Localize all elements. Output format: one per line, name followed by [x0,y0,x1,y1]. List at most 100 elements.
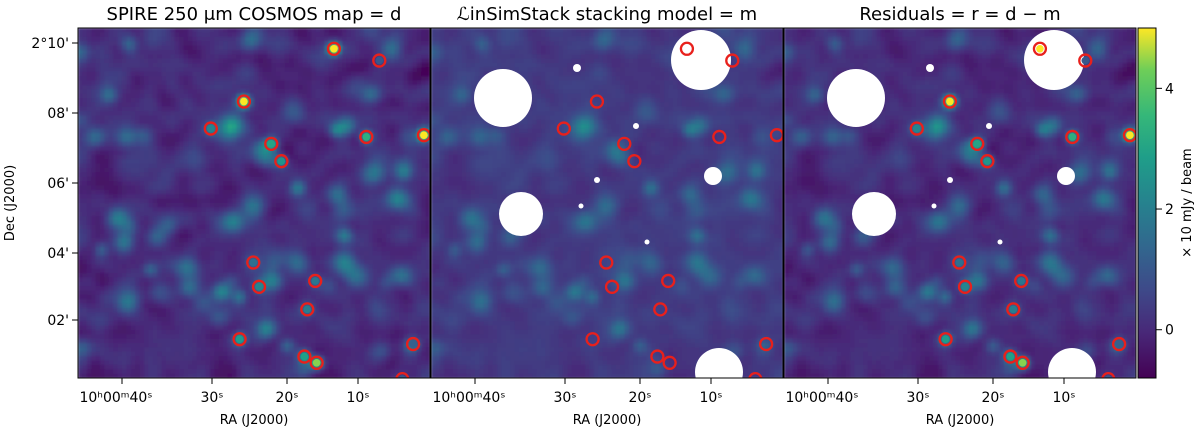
heatmap-cell [245,286,251,292]
heatmap-cell [196,238,202,243]
heatmap-cell [355,238,361,243]
heatmap-cell [122,290,127,296]
heatmap-cell [258,63,264,68]
heatmap-cell [139,124,145,130]
heatmap-cell [267,264,273,270]
heatmap-cell [262,111,268,117]
heatmap-cell [350,176,356,182]
heatmap-cell [386,273,391,278]
heatmap-cell [135,290,141,296]
heatmap-cell [78,189,83,195]
heatmap-cell [408,168,413,173]
heatmap-cell [403,198,409,204]
heatmap-cell [174,124,180,130]
heatmap-cell [381,233,387,239]
heatmap-cell [188,159,193,165]
heatmap-cell [276,71,281,77]
heatmap-cell [232,54,237,60]
heatmap-cell [170,211,176,217]
heatmap-cell [280,181,286,187]
heatmap-cell [188,163,193,169]
heatmap-cell [108,251,114,257]
heatmap-cell [108,141,114,147]
heatmap-cell [78,194,83,200]
heatmap-cell [421,246,427,252]
heatmap-cell [232,146,237,152]
heatmap-cell [113,76,119,82]
heatmap-cell [139,102,145,108]
heatmap-cell [157,194,163,200]
heatmap-cell [377,207,383,213]
heatmap-cell [399,49,405,55]
heatmap-cell [293,286,299,292]
heatmap-cell [337,137,343,143]
heatmap-cell [196,45,202,51]
heatmap-cell [355,189,361,195]
heatmap-cell [152,89,158,95]
heatmap-cell [144,242,149,248]
heatmap-cell [386,185,391,191]
heatmap-cell [201,41,207,47]
heatmap-cell [223,115,229,121]
heatmap-cell [350,133,356,138]
heatmap-cell [139,207,145,213]
heatmap-cell [174,259,180,265]
heatmap-cell [196,198,202,204]
heatmap-cell [122,277,127,283]
heatmap-cell [394,111,400,117]
heatmap-cell [201,32,207,38]
heatmap-cell [302,133,308,138]
heatmap-cell [324,207,330,213]
heatmap-cell [333,259,339,265]
heatmap-cell [240,229,246,235]
heatmap-cell [342,106,347,112]
heatmap-cell [179,286,185,292]
heatmap-cell [192,233,198,239]
heatmap-cell [328,238,334,243]
heatmap-cell [425,251,430,257]
heatmap-cell [214,181,220,187]
heatmap-cell [240,41,246,47]
heatmap-cell [135,141,141,147]
heatmap-cell [416,89,422,95]
heatmap-cell [157,93,163,99]
heatmap-cell [390,220,396,226]
heatmap-cell [293,71,299,77]
heatmap-cell [254,168,259,173]
heatmap-cell [271,93,277,99]
heatmap-cell [100,277,105,283]
heatmap-cell [232,255,237,261]
heatmap-cell [192,71,198,77]
heatmap-cell [236,159,242,165]
heatmap-cell [188,251,193,257]
heatmap-cell [306,49,312,55]
heatmap-cell [122,124,127,130]
heatmap-cell [377,277,383,283]
heatmap-cell [95,259,101,265]
heatmap-cell [139,106,145,112]
heatmap-cell [298,119,303,125]
heatmap-cell [271,89,277,95]
heatmap-cell [254,229,259,235]
heatmap-cell [408,154,413,160]
heatmap-cell [144,216,149,222]
heatmap-cell [298,233,303,239]
heatmap-cell [218,159,224,165]
heatmap-cell [249,111,255,117]
heatmap-cell [196,71,202,77]
heatmap-cell [302,49,308,55]
heatmap-cell [218,238,224,243]
heatmap-cell [258,185,264,191]
heatmap-cell [214,238,220,243]
heatmap-cell [86,246,92,252]
heatmap-cell [355,45,361,51]
heatmap-cell [78,246,83,252]
heatmap-cell [337,224,343,230]
heatmap-cell [346,176,352,182]
heatmap-cell [394,220,400,226]
heatmap-cell [117,246,123,252]
heatmap-cell [276,251,281,257]
heatmap-cell [236,67,242,73]
heatmap-cell [95,203,101,208]
heatmap-cell [355,264,361,270]
